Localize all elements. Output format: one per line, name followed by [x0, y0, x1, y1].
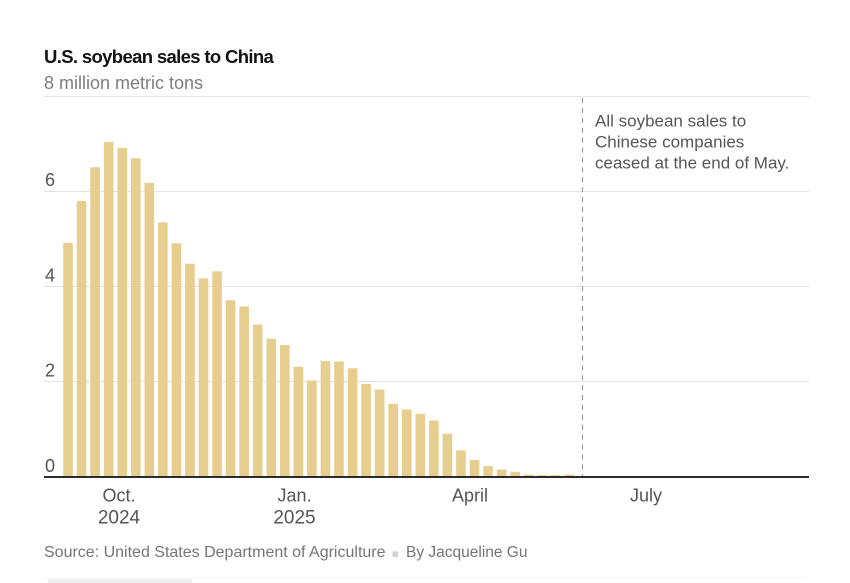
svg-text:Oct.: Oct. — [102, 486, 135, 506]
svg-text:By Jacqueline Gu: By Jacqueline Gu — [406, 544, 528, 561]
svg-text:2025: 2025 — [273, 508, 315, 529]
svg-text:Chinese companies: Chinese companies — [595, 133, 744, 152]
svg-text:2024: 2024 — [98, 508, 141, 529]
svg-text:2: 2 — [45, 361, 55, 381]
svg-text:6: 6 — [45, 170, 55, 190]
svg-text:ceased at the end of May.: ceased at the end of May. — [595, 154, 789, 173]
svg-text:U.S. soybean sales to China: U.S. soybean sales to China — [44, 46, 275, 67]
svg-text:4: 4 — [45, 266, 55, 286]
svg-text:0: 0 — [45, 456, 55, 476]
svg-text:All soybean sales to: All soybean sales to — [595, 112, 746, 131]
svg-text:Jan.: Jan. — [277, 486, 311, 506]
svg-text:July: July — [630, 486, 662, 506]
svg-text:8 million metric tons: 8 million metric tons — [44, 73, 203, 93]
svg-text:Source: United States Departme: Source: United States Department of Agri… — [44, 544, 386, 561]
svg-text:April: April — [452, 486, 488, 506]
